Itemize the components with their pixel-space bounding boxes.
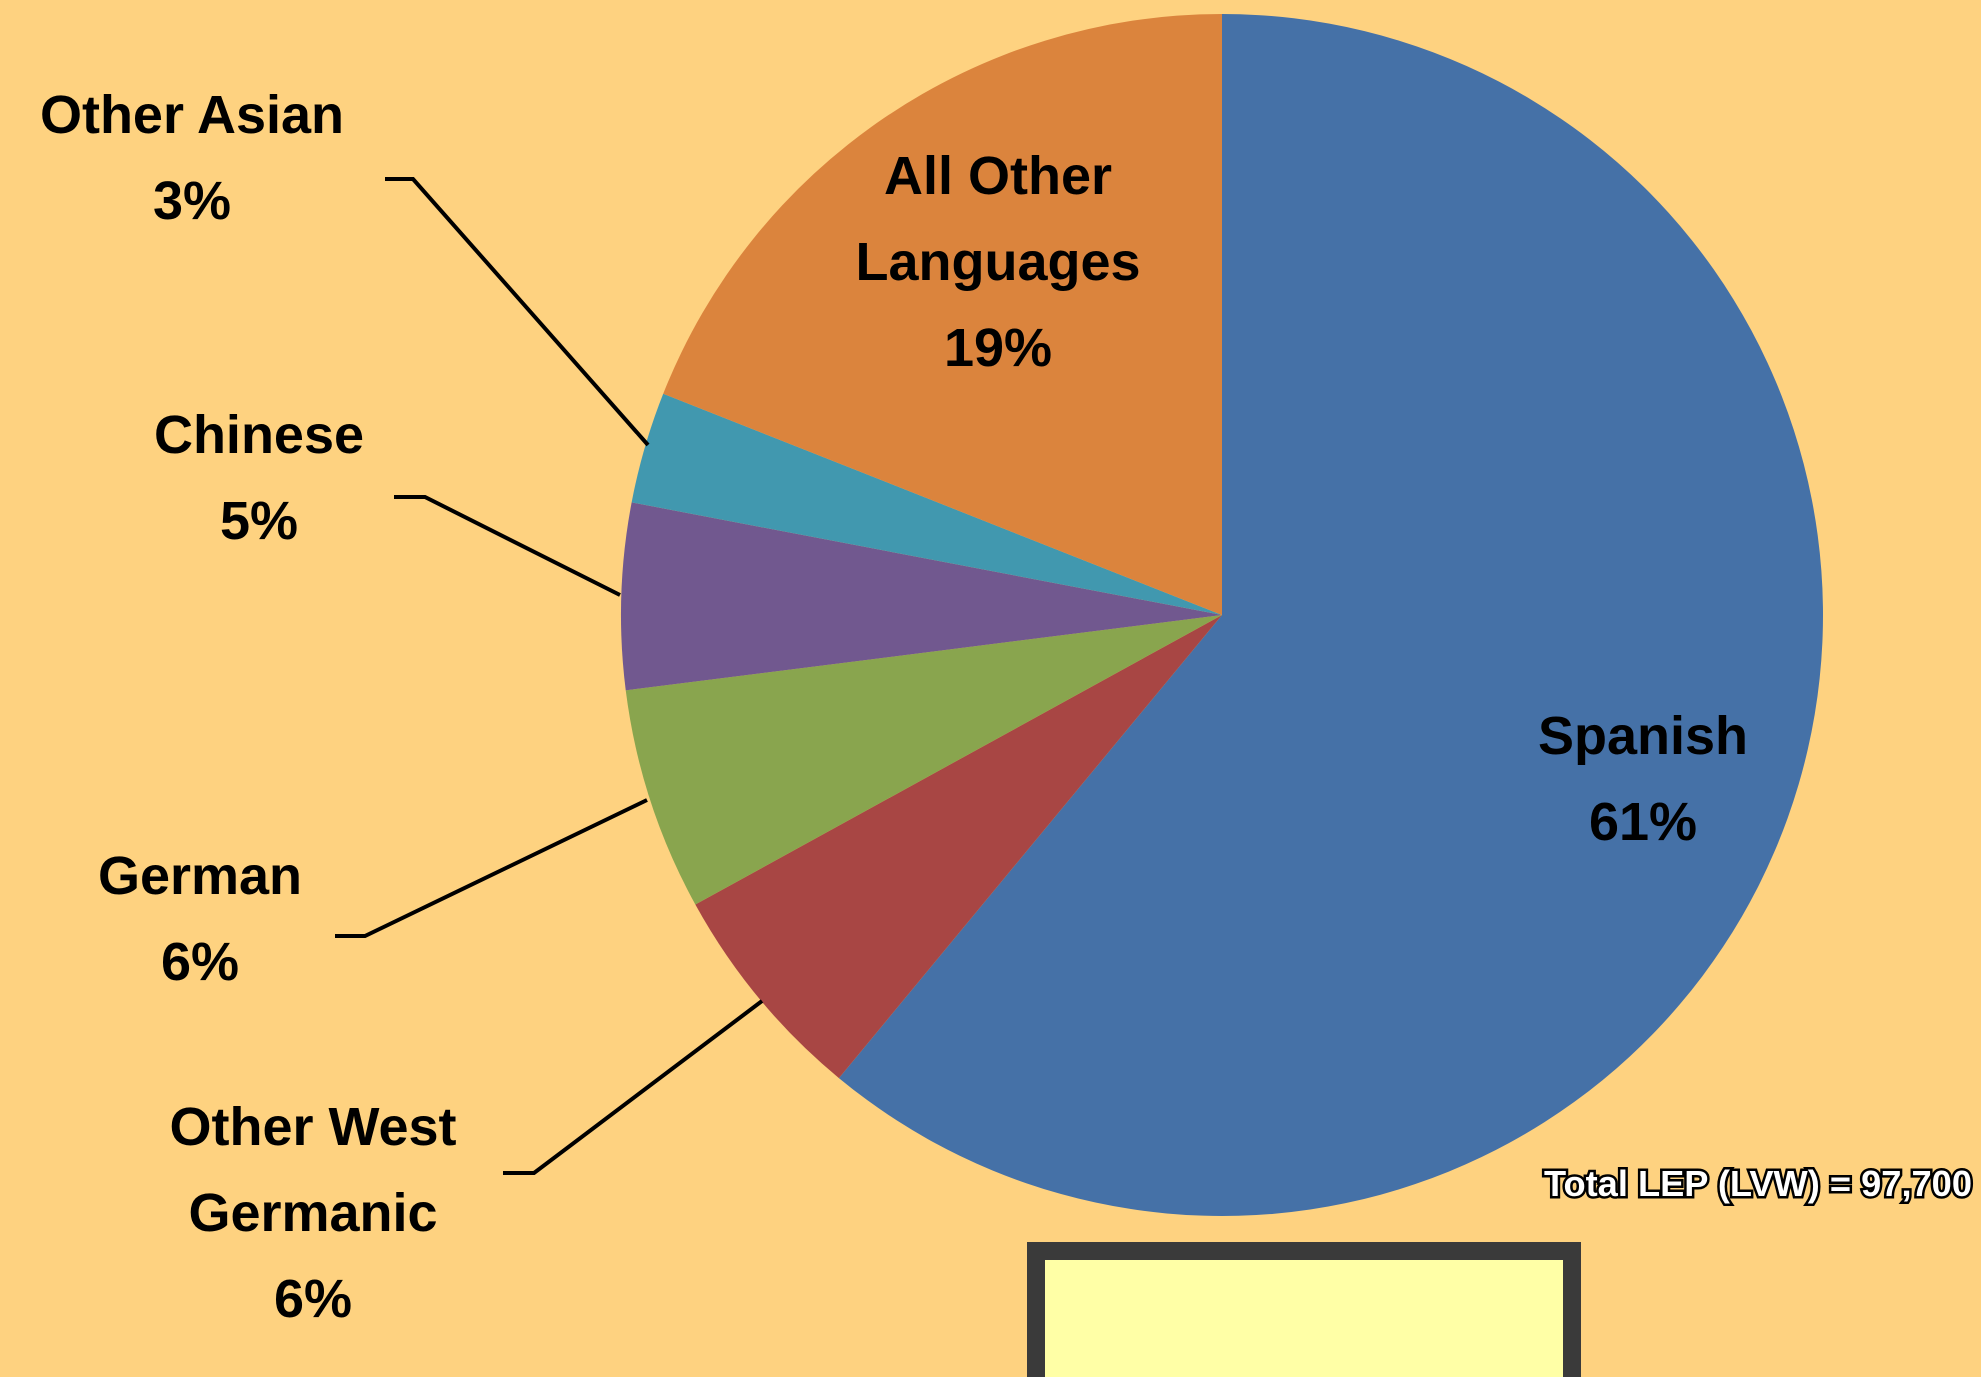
value-label: 61% (1588, 792, 1698, 852)
pie-slice (838, 14, 1823, 1216)
slice-label: German 6% (40, 833, 360, 1005)
leader-line (335, 798, 648, 938)
value-label: 6% (273, 1269, 353, 1329)
pie-slice (621, 502, 1222, 691)
slice-label: Chinese 5% (99, 392, 419, 564)
pie-slice (631, 393, 1222, 615)
value-label: 3% (152, 171, 232, 231)
pie-slice (695, 615, 1222, 1079)
category-name: All Other Languages (855, 146, 1141, 292)
pie-slice (663, 14, 1222, 615)
slice-label: Other West Germanic 6% (93, 1084, 533, 1342)
slice-label: All Other Languages 19% (808, 133, 1188, 391)
value-label: 6% (160, 932, 240, 992)
slice-label: Other Asian 3% (0, 72, 402, 244)
category-name: German (97, 846, 303, 906)
pie-slice (625, 615, 1222, 905)
leader-line (385, 177, 650, 447)
leaders (335, 177, 764, 1175)
leader-line (503, 999, 764, 1175)
annotation: Total LEP (LVW) = 97,700 (1544, 1163, 1972, 1204)
category-name: Chinese (153, 405, 365, 465)
value-label: 5% (219, 491, 299, 551)
category-name: Other West Germanic (169, 1097, 457, 1243)
category-name: Spanish (1537, 706, 1749, 766)
leader-line (394, 495, 621, 597)
note-box (1027, 1242, 1581, 1377)
category-name: Other Asian (39, 85, 345, 145)
value-label: 19% (943, 318, 1053, 378)
slice-label: Spanish 61% (1483, 693, 1803, 865)
